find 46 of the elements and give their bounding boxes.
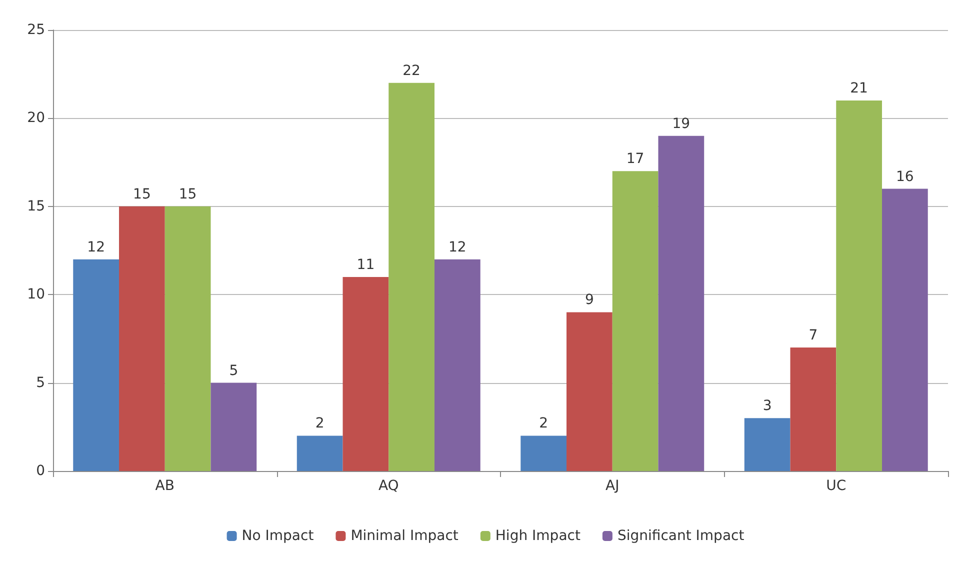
data-label: 2 xyxy=(539,416,548,432)
data-label: 9 xyxy=(584,292,594,308)
data-label: 12 xyxy=(87,239,105,256)
bar xyxy=(520,436,567,471)
bar xyxy=(612,171,658,471)
legend-label: No Impact xyxy=(242,528,314,544)
data-label: 5 xyxy=(229,362,238,379)
x-tick-label: AB xyxy=(155,478,174,494)
data-label: 15 xyxy=(133,186,151,202)
bar xyxy=(836,100,882,471)
bar xyxy=(566,312,612,471)
legend-label: Significant Impact xyxy=(617,528,745,544)
bar xyxy=(790,348,836,471)
y-tick-label: 10 xyxy=(27,286,45,303)
bar xyxy=(342,276,389,471)
y-tick-label: 5 xyxy=(36,374,45,391)
bar xyxy=(434,259,480,471)
data-label: 21 xyxy=(850,80,868,97)
data-label: 11 xyxy=(356,256,375,273)
x-tick-label: AJ xyxy=(606,478,620,494)
x-tick-label: UC xyxy=(826,478,846,494)
y-tick-label: 0 xyxy=(36,463,45,479)
bar xyxy=(744,418,790,471)
data-label: 2 xyxy=(315,416,324,432)
y-tick-label: 25 xyxy=(27,22,45,38)
data-label: 7 xyxy=(808,328,818,344)
data-label: 16 xyxy=(896,168,914,185)
legend-label: High Impact xyxy=(495,528,581,544)
bar xyxy=(119,206,165,471)
y-tick-label: 15 xyxy=(27,198,45,214)
data-label: 22 xyxy=(402,62,420,79)
data-label: 15 xyxy=(178,186,197,202)
x-tick-label: AQ xyxy=(378,478,399,494)
data-label: 19 xyxy=(672,116,690,132)
bar xyxy=(388,82,434,471)
data-label: 3 xyxy=(762,398,772,414)
bar xyxy=(658,136,704,471)
legend-label: Minimal Impact xyxy=(350,528,459,544)
y-tick-label: 20 xyxy=(27,110,45,126)
data-label: 17 xyxy=(626,151,644,168)
bar xyxy=(73,259,120,471)
bar xyxy=(296,436,343,471)
bar xyxy=(164,206,211,471)
bar xyxy=(210,382,257,471)
bar xyxy=(882,188,928,471)
data-label: 12 xyxy=(448,239,466,256)
